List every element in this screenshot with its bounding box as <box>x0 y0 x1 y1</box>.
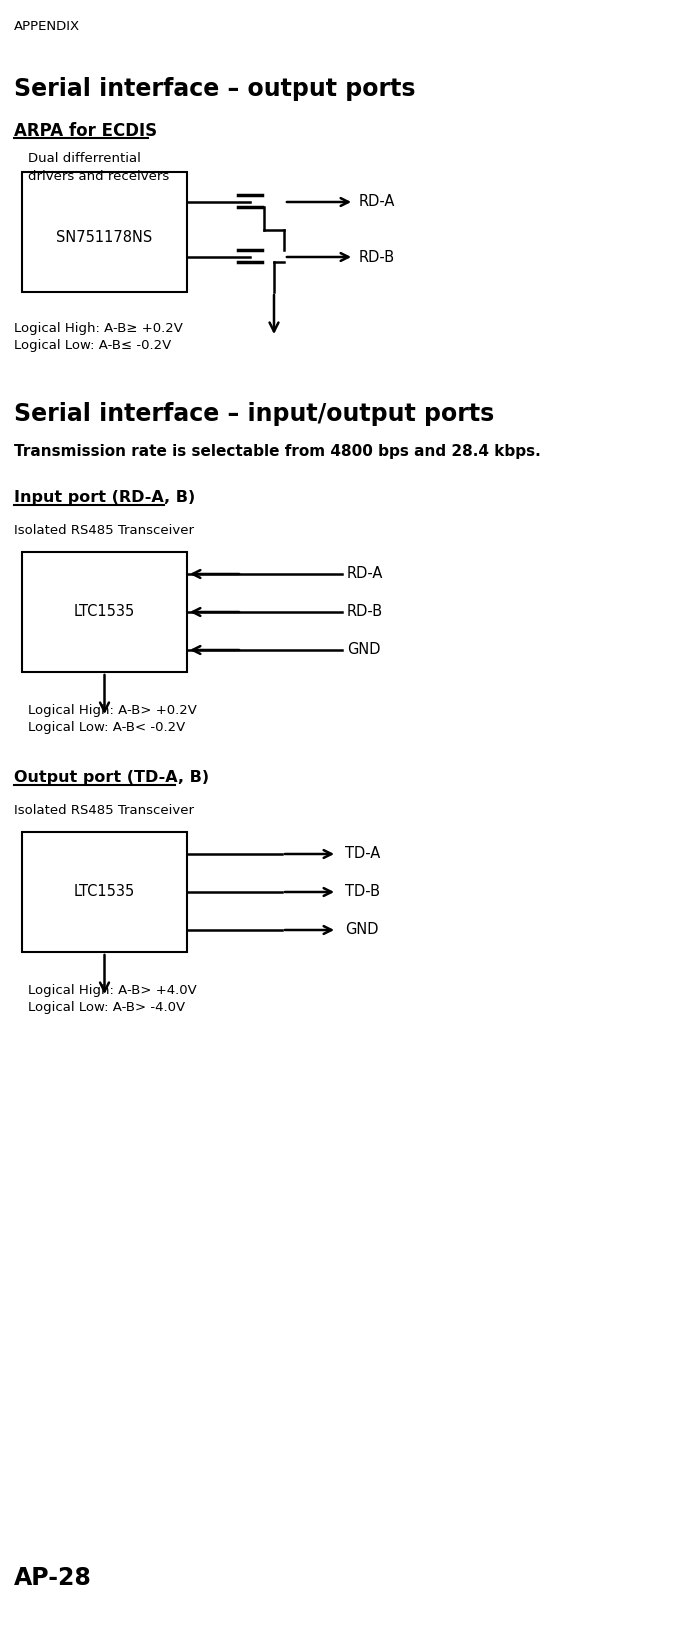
Text: Isolated RS485 Transceiver: Isolated RS485 Transceiver <box>14 805 194 818</box>
Text: RD-B: RD-B <box>359 250 395 264</box>
Text: Output port (TD-A, B): Output port (TD-A, B) <box>14 770 209 785</box>
Text: Serial interface – output ports: Serial interface – output ports <box>14 77 416 101</box>
Text: Logical High: A-B> +4.0V: Logical High: A-B> +4.0V <box>28 984 197 997</box>
Text: Logical High: A-B≥ +0.2V: Logical High: A-B≥ +0.2V <box>14 322 183 335</box>
Text: Serial interface – input/output ports: Serial interface – input/output ports <box>14 401 494 426</box>
Text: LTC1535: LTC1535 <box>74 604 135 620</box>
Text: Input port (RD-A, B): Input port (RD-A, B) <box>14 490 195 504</box>
Text: Dual differrential
drivers and receivers: Dual differrential drivers and receivers <box>28 152 169 183</box>
Text: AP-28: AP-28 <box>14 1567 92 1590</box>
Text: Logical Low: A-B≤ -0.2V: Logical Low: A-B≤ -0.2V <box>14 339 171 353</box>
Bar <box>22 832 187 951</box>
Text: RD-B: RD-B <box>347 604 383 620</box>
Bar <box>22 552 187 672</box>
Text: APPENDIX: APPENDIX <box>14 20 80 33</box>
Text: Transmission rate is selectable from 4800 bps and 28.4 kbps.: Transmission rate is selectable from 480… <box>14 444 541 459</box>
Text: RD-A: RD-A <box>347 566 383 581</box>
Bar <box>22 171 187 292</box>
Text: Logical Low: A-B> -4.0V: Logical Low: A-B> -4.0V <box>28 1000 185 1013</box>
Text: SN751178NS: SN751178NS <box>56 230 153 245</box>
Text: Isolated RS485 Transceiver: Isolated RS485 Transceiver <box>14 524 194 537</box>
Text: Logical Low: A-B< -0.2V: Logical Low: A-B< -0.2V <box>28 721 185 734</box>
Text: Logical High: A-B> +0.2V: Logical High: A-B> +0.2V <box>28 703 197 716</box>
Text: LTC1535: LTC1535 <box>74 885 135 899</box>
Text: GND: GND <box>347 643 380 658</box>
Text: GND: GND <box>345 922 378 937</box>
Text: RD-A: RD-A <box>359 194 396 209</box>
Text: ARPA for ECDIS: ARPA for ECDIS <box>14 122 157 140</box>
Text: TD-A: TD-A <box>345 847 380 862</box>
Text: TD-B: TD-B <box>345 885 380 899</box>
